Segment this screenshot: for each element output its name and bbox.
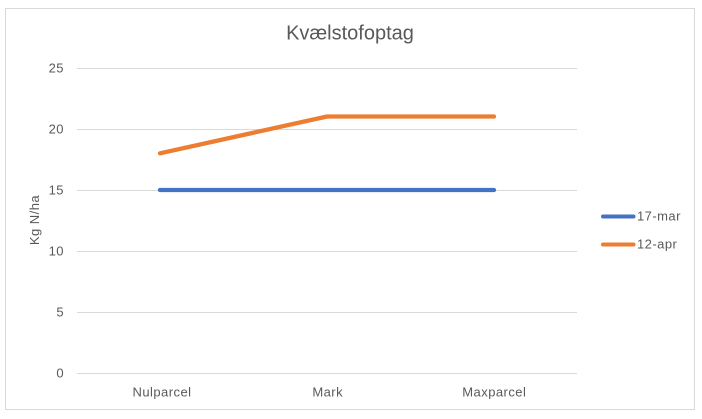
svg-text:0: 0 xyxy=(56,366,64,381)
svg-text:Mark: Mark xyxy=(312,385,343,400)
svg-text:10: 10 xyxy=(49,244,64,259)
svg-text:Kg N/ha: Kg N/ha xyxy=(27,195,42,245)
svg-text:15: 15 xyxy=(49,183,64,198)
svg-text:5: 5 xyxy=(56,305,64,320)
svg-text:Nulparcel: Nulparcel xyxy=(133,385,192,400)
svg-text:17-mar: 17-mar xyxy=(637,209,681,224)
svg-text:25: 25 xyxy=(49,61,64,76)
svg-text:12-apr: 12-apr xyxy=(637,237,677,252)
svg-text:Maxparcel: Maxparcel xyxy=(462,385,526,400)
svg-text:20: 20 xyxy=(49,122,64,137)
svg-text:Kvælstofoptag: Kvælstofoptag xyxy=(286,23,414,45)
